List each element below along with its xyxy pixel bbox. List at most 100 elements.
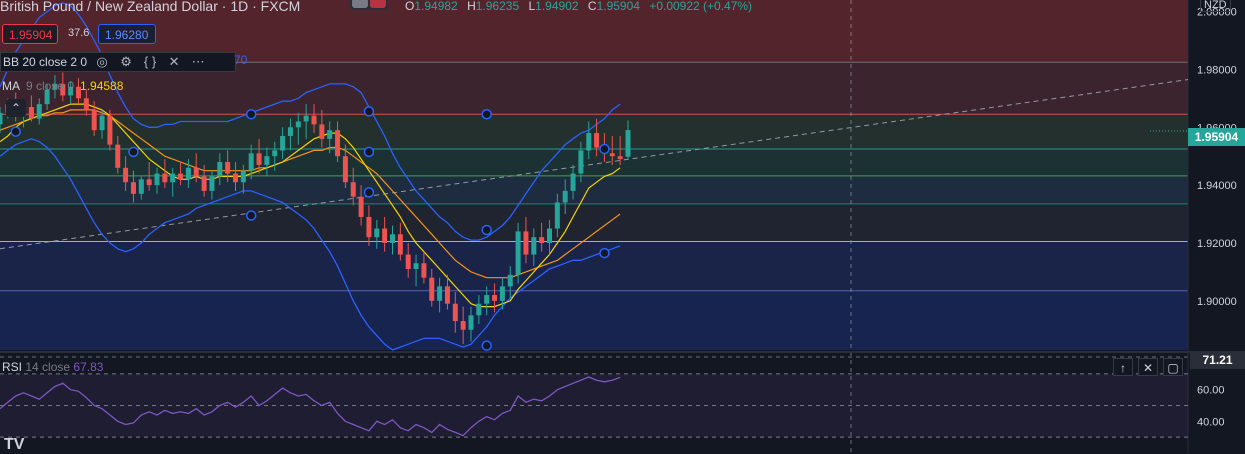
candle-body [570, 173, 576, 191]
sell-button[interactable]: 1.95904 [2, 24, 58, 44]
close-value: 1.95904 [596, 0, 640, 13]
trend-line[interactable] [0, 79, 1189, 250]
candle-body [342, 156, 348, 183]
candle-body [146, 179, 152, 186]
fib-anchor-point[interactable] [481, 224, 492, 236]
candle-body [76, 86, 81, 99]
close-icon[interactable]: ✕ [168, 54, 180, 69]
trend-line-path [0, 79, 1189, 250]
candle-body [390, 234, 395, 243]
candle-body [594, 133, 600, 148]
candle-body [44, 89, 50, 105]
gear-icon[interactable]: ⚙ [120, 54, 132, 69]
candle-body [515, 231, 521, 275]
collapse-legend-button[interactable]: ⌃ [6, 99, 26, 117]
fib-anchor-point[interactable] [363, 187, 375, 198]
rsi-value: 67.83 [73, 360, 104, 374]
candle-body [460, 321, 466, 330]
bb-lower-line [0, 138, 621, 351]
ma-legend[interactable]: MA 9 close 0 1.94588 [0, 77, 123, 95]
candle-body [303, 115, 309, 122]
candle-body [452, 303, 458, 322]
candle-body [319, 124, 325, 139]
price-tick-label: 1.94000 [1197, 180, 1237, 192]
fib-anchor-point[interactable] [599, 143, 610, 155]
fib-anchor-point[interactable] [481, 340, 492, 351]
fib-zone [0, 241, 1188, 291]
bb-legend[interactable]: BB 20 close 2 0 ◎ ⚙ { } ✕ ⋯ [0, 52, 236, 72]
candle-body [193, 167, 199, 177]
candle-body [358, 196, 364, 217]
candle-body [374, 228, 380, 238]
candle-body [499, 286, 505, 301]
candle-body [578, 150, 584, 174]
candle-body [209, 176, 215, 191]
low-value: 1.94902 [535, 0, 579, 13]
fib-anchor-point[interactable] [245, 109, 257, 120]
buy-button[interactable]: 1.96280 [98, 24, 156, 44]
fib-zone [0, 175, 1188, 204]
candle-body [295, 121, 301, 128]
more-icon[interactable]: ⋯ [191, 54, 205, 69]
bb-value: 70 [234, 53, 248, 67]
rsi-tick-label: 40.00 [1197, 416, 1225, 428]
candle-body [107, 115, 113, 145]
candle-body [154, 173, 160, 186]
low-label: L [528, 0, 536, 13]
price-axis[interactable]: 2.000001.980001.960001.940001.920001.900… [1197, 7, 1237, 429]
candle-body [397, 234, 403, 255]
fib-anchor-point[interactable] [363, 106, 375, 117]
rsi-axis-value: 71.21 [1190, 352, 1245, 369]
indicator-lines [0, 2, 621, 351]
maximize-pane-button[interactable]: ▢ [1163, 358, 1183, 376]
eye-icon[interactable]: ◎ [96, 54, 108, 69]
chart-header: British Pound / New Zealand Dollar · 1D … [0, 0, 300, 15]
candle-body [327, 130, 333, 139]
currency-label[interactable]: NZD [1200, 0, 1231, 12]
candle-body [162, 173, 168, 183]
market-status-toggle[interactable] [350, 0, 388, 10]
rsi-tick-label: 60.00 [1197, 385, 1225, 397]
candle-body [68, 86, 74, 96]
fib-zone [0, 290, 1188, 350]
source-code-icon[interactable]: { } [143, 54, 157, 69]
ohlc-readout: O1.94982 H1.96235 L1.94902 C1.95904 +0.0… [405, 0, 758, 13]
candle-body [36, 104, 42, 119]
fib-anchor-point[interactable] [10, 126, 21, 137]
candle-body [429, 277, 435, 301]
fib-anchor-point[interactable] [363, 146, 375, 158]
candle-body [335, 130, 341, 157]
fib-anchor-points[interactable] [10, 106, 610, 351]
price-tick-label: 1.92000 [1197, 238, 1237, 250]
candle-body [468, 315, 474, 330]
candle-body [444, 286, 450, 304]
fib-anchor-point[interactable] [481, 109, 492, 120]
ma-value: 1.94588 [80, 79, 124, 93]
symbol-title[interactable]: British Pound / New Zealand Dollar · 1D … [0, 0, 301, 14]
candle-body [476, 303, 482, 316]
candle-body [350, 182, 356, 197]
rsi-pane [0, 373, 1188, 438]
fib-anchor-point[interactable] [599, 247, 610, 259]
candle-body [523, 231, 529, 255]
close-pane-button[interactable]: ✕ [1138, 358, 1158, 376]
fib-zone [0, 0, 1188, 63]
fib-anchor-point[interactable] [128, 146, 139, 158]
candle-body [52, 83, 58, 90]
candle-body [586, 133, 592, 151]
candle-body [547, 228, 552, 243]
close-label: C [587, 0, 597, 13]
move-pane-up-button[interactable]: ↑ [1113, 358, 1133, 376]
open-label: O [405, 0, 415, 13]
candle-body [280, 135, 286, 151]
candle-body [0, 112, 3, 125]
candle-body [405, 254, 411, 270]
candle-body [507, 274, 513, 287]
candle-body [484, 295, 490, 304]
candle-body [492, 295, 498, 301]
candle-body [115, 144, 121, 168]
fib-anchor-point[interactable] [245, 210, 257, 221]
candle-body [413, 263, 419, 270]
rsi-legend[interactable]: RSI 14 close 67.83 [2, 360, 103, 374]
